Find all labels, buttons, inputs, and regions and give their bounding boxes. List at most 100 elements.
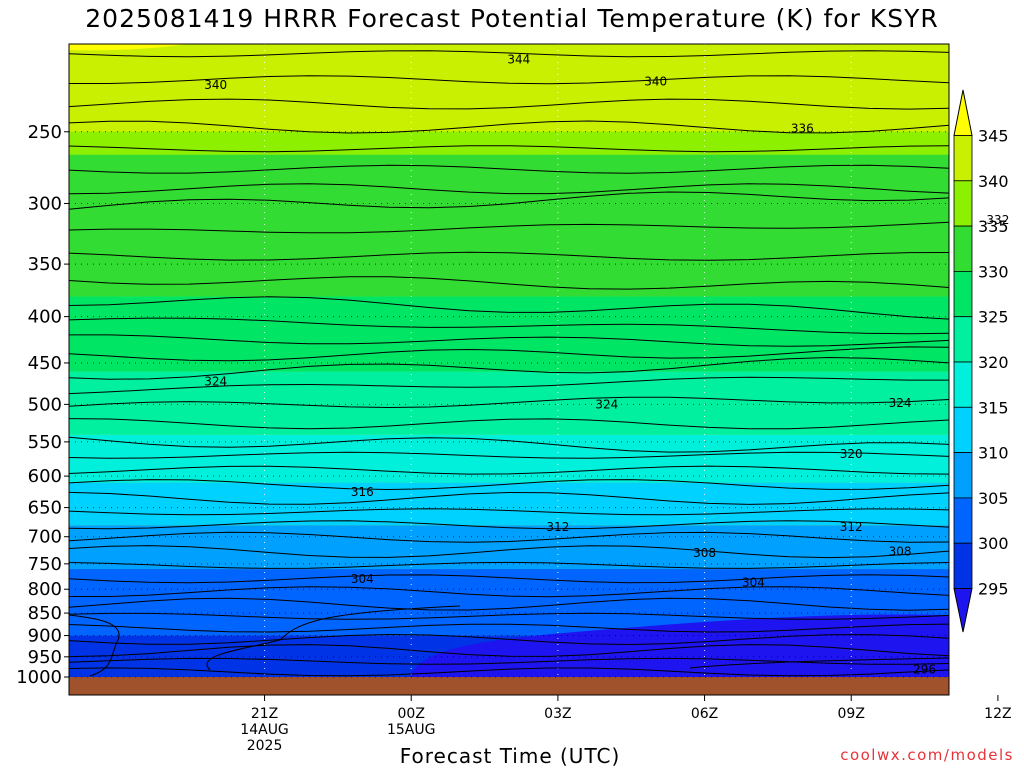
colorbar: 345 340 335 330 325 320 315 310 305 300 295 (953, 89, 1009, 633)
y-tick-label: 950 (28, 647, 62, 668)
fill-band-330-335 (69, 154, 949, 297)
contour-label-group: 304 (351, 572, 374, 586)
y-tick-label: 900 (28, 626, 62, 647)
isotherm-line (69, 276, 949, 290)
isotherm-line (69, 145, 949, 153)
y-tick-label: 700 (28, 527, 62, 548)
isotherm-line (69, 465, 949, 475)
chart-title: 2025081419 HRRR Forecast Potential Tempe… (85, 4, 939, 33)
colorbar-segment (953, 361, 973, 408)
contour-label: 312 (546, 520, 569, 534)
isotherm-line (69, 164, 949, 174)
colorbar-segment (953, 497, 973, 544)
isotherm-line (69, 334, 949, 347)
isotherm-line (69, 346, 949, 362)
fill-band-310-315 (69, 482, 949, 526)
contour-label-group: 324 (889, 396, 912, 410)
y-tick-label: 650 (28, 498, 62, 519)
source-credit: coolwx.com/models (840, 746, 1014, 764)
y-axis: 2503003504004505005506006507007508008509… (16, 122, 69, 688)
colorbar-tick-label: 300 (978, 534, 1009, 553)
contour-label-group: 324 (595, 397, 618, 411)
isotherm-line (69, 561, 949, 569)
fill-band-325-330 (69, 296, 949, 372)
temperature-fill-layer (69, 44, 949, 695)
contour-label: 332 (986, 213, 1009, 227)
colorbar-tick-label: 345 (978, 127, 1009, 146)
y-tick-label: 1000 (16, 667, 62, 688)
contour-label-group: 320 (840, 447, 863, 461)
contour-label: 344 (507, 52, 530, 66)
isotherm-line (69, 633, 949, 646)
ground-layer (69, 677, 949, 695)
colorbar-arrow-top (953, 89, 973, 136)
colorbar-segment (953, 542, 973, 589)
colorbar-tick-label: 330 (978, 262, 1009, 281)
y-tick-label: 800 (28, 579, 62, 600)
contour-label: 340 (204, 78, 227, 92)
contour-label: 304 (742, 575, 765, 589)
colorbar-tick-label: 295 (978, 580, 1009, 599)
isotherm-line (69, 644, 949, 658)
plot-frame (68, 43, 950, 696)
isotherm-line (69, 183, 949, 195)
y-tick-label: 400 (28, 307, 62, 328)
colorbar-segment (953, 270, 973, 318)
contour-label: 304 (351, 572, 374, 586)
y-tick-label: 300 (28, 193, 62, 214)
contour-label-group: 340 (204, 78, 227, 92)
isotherm-line (69, 520, 949, 530)
isotherm-line (69, 317, 949, 335)
fill-band-above-345 (69, 44, 189, 51)
isotherm-line (69, 356, 949, 380)
isotherm-line (69, 296, 949, 320)
y-tick-label: 250 (28, 122, 62, 143)
isotherm-line (69, 614, 120, 677)
colorbar-tick-label: 310 (978, 444, 1009, 463)
isotherm-line (69, 612, 949, 620)
y-tick-label: 600 (28, 466, 62, 487)
colorbar-tick-label: 325 (978, 308, 1009, 327)
fill-band-335-340 (69, 131, 949, 155)
contour-label: 320 (840, 447, 863, 461)
contour-label-group: 296 (913, 662, 936, 676)
fill-band-340-345 (69, 44, 949, 132)
contour-label: 336 (791, 122, 814, 136)
isotherm-line (69, 418, 949, 430)
isotherm-line (206, 605, 461, 671)
x-tick-label: 03Z (544, 706, 571, 722)
isotherm-line (69, 436, 949, 453)
y-tick-label: 550 (28, 432, 62, 453)
contour-label-group: 304 (742, 575, 765, 589)
colorbar-segment (953, 225, 973, 272)
isotherm-line (69, 491, 949, 505)
colorbar-segment (953, 406, 973, 453)
ground-fill (69, 677, 949, 695)
x-tick-label: 14AUG (240, 722, 289, 738)
isotherm-line (69, 120, 949, 134)
contour-label-group: 332 (986, 213, 1009, 227)
colorbar-tick-label: 320 (978, 353, 1009, 372)
colorbar-tick-label: 340 (978, 172, 1009, 191)
y-tick-label: 500 (28, 394, 62, 415)
isotherm-line (69, 98, 949, 110)
y-tick-label: 450 (28, 353, 62, 374)
isotherm-line (69, 623, 949, 633)
isotherm-line (69, 657, 949, 665)
contour-label-group: 308 (889, 545, 912, 559)
x-tick-label: 2025 (247, 738, 283, 754)
isotherm-line (69, 667, 949, 677)
x-tick-label: 06Z (691, 706, 718, 722)
x-axis-title: Forecast Time (UTC) (399, 744, 621, 768)
contour-label: 324 (204, 375, 227, 389)
y-tick-label: 350 (28, 254, 62, 275)
contour-label-group: 340 (644, 74, 667, 88)
contour-label: 296 (913, 662, 936, 676)
y-tick-label: 750 (28, 554, 62, 575)
isotherm-line (69, 396, 949, 409)
x-tick-label: 12Z (984, 706, 1011, 722)
isotherm-line (69, 531, 949, 543)
colorbar-tick-label: 335 (978, 217, 1009, 236)
isotherm-line (69, 508, 949, 516)
